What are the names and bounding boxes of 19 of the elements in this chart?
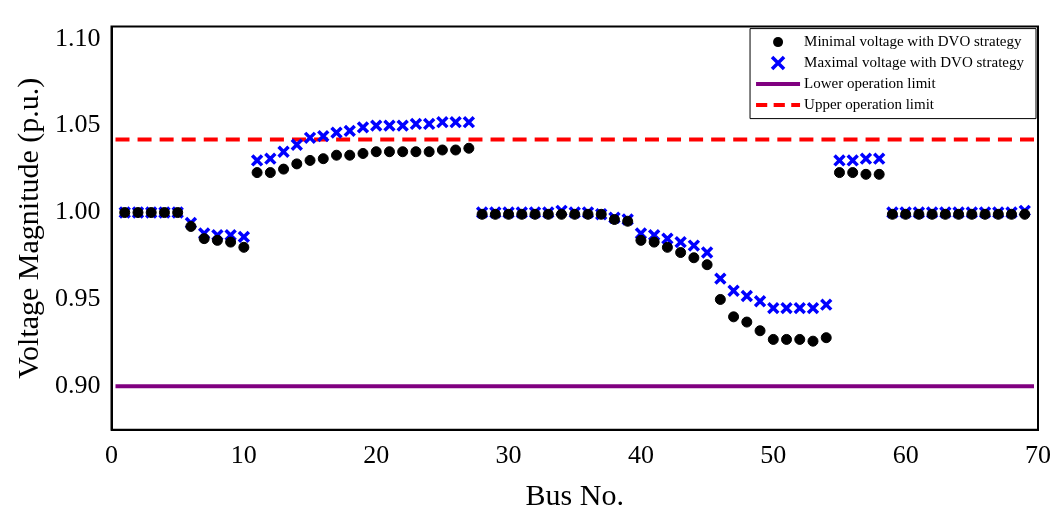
- y-tick-label: 0.95: [55, 283, 101, 313]
- legend-label: Minimal voltage with DVO strategy: [804, 33, 1023, 50]
- x-tick-label: 30: [495, 440, 522, 470]
- y-tick-label: 0.90: [55, 370, 101, 400]
- y-tick-label: 1.00: [55, 196, 101, 226]
- x-tick-label: 20: [363, 440, 390, 470]
- x-tick-label: 40: [627, 440, 654, 470]
- legend-label: Maximal voltage with DVO strategy: [804, 54, 1025, 71]
- x-tick-label: 50: [760, 440, 787, 470]
- y-axis-title: Voltage Magnitude (p.u.): [10, 77, 45, 379]
- legend-label: Lower operation limit: [804, 75, 937, 92]
- x-tick-label: 10: [230, 440, 257, 470]
- y-tick-label: 1.05: [55, 109, 101, 139]
- x-axis-title: Bus No.: [525, 477, 624, 511]
- x-tick-label: 70: [1025, 440, 1051, 470]
- x-tick-label: 0: [105, 440, 118, 470]
- x-tick-label: 60: [892, 440, 919, 470]
- y-tick-label: 1.10: [55, 22, 101, 52]
- legend-label: Upper operation limit: [804, 96, 935, 113]
